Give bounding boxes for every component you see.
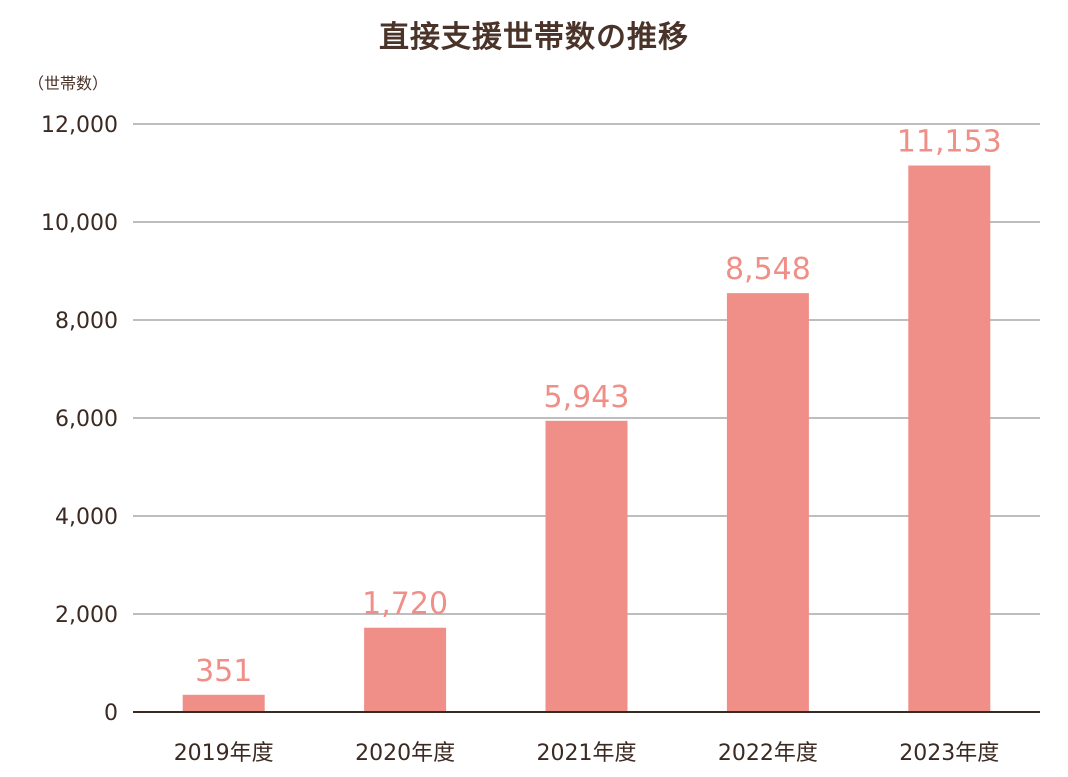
y-tick-label: 2,000 xyxy=(55,603,118,628)
bar xyxy=(364,627,447,712)
data-label: 1,720 xyxy=(362,587,448,622)
x-tick-label: 2020年度 xyxy=(355,741,455,766)
y-tick-label: 0 xyxy=(104,701,118,726)
y-tick-label: 10,000 xyxy=(41,211,118,236)
bar xyxy=(726,293,809,712)
data-label: 8,548 xyxy=(725,252,811,287)
bar xyxy=(908,165,991,713)
y-tick-label: 8,000 xyxy=(55,309,118,334)
y-axis-unit-label: （世帯数） xyxy=(28,74,109,93)
x-tick-label: 2022年度 xyxy=(718,741,818,766)
x-tick-label: 2023年度 xyxy=(899,741,999,766)
bar xyxy=(182,694,265,712)
y-tick-label: 12,000 xyxy=(41,113,118,138)
y-tick-label: 6,000 xyxy=(55,407,118,432)
x-tick-label: 2019年度 xyxy=(174,741,274,766)
data-label: 5,943 xyxy=(544,380,630,415)
data-label: 351 xyxy=(195,654,252,689)
bar xyxy=(545,420,628,712)
y-tick-label: 4,000 xyxy=(55,505,118,530)
data-label: 11,153 xyxy=(897,125,1002,160)
x-tick-label: 2021年度 xyxy=(537,741,637,766)
chart-title: 直接支援世帯数の推移 xyxy=(379,20,689,55)
